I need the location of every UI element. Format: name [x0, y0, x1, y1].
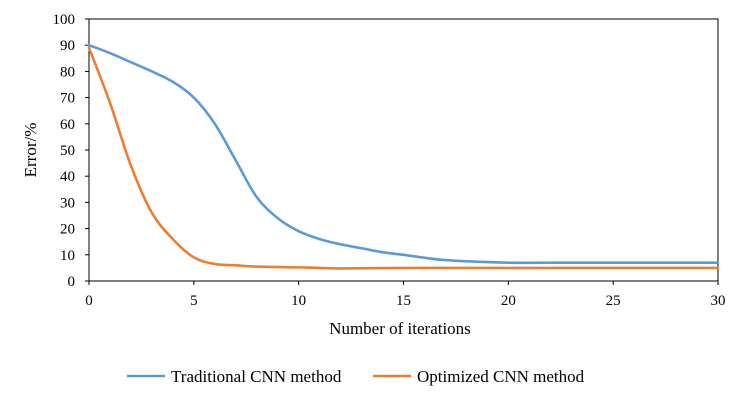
legend: Traditional CNN method Optimized CNN meth…	[127, 367, 585, 386]
y-tick-label: 20	[60, 222, 75, 238]
series-line-1	[87, 43, 720, 265]
x-tick-label: 5	[190, 293, 198, 309]
x-tick-label: 25	[606, 293, 621, 309]
y-tick-label: 100	[53, 12, 76, 28]
y-tick-label: 40	[60, 169, 75, 185]
x-tick-label: 30	[711, 293, 726, 309]
y-tick-label: 70	[60, 91, 75, 107]
series-line-2	[87, 46, 720, 270]
x-tick-label: 20	[501, 293, 516, 309]
x-tick-label: 10	[291, 293, 306, 309]
legend-label-2: Optimized CNN method	[417, 367, 585, 386]
x-axis-ticks: 0 5 10 15 20 25 30	[85, 281, 726, 309]
x-tick-label: 15	[396, 293, 411, 309]
x-tick-label: 0	[85, 293, 93, 309]
y-tick-label: 50	[60, 143, 75, 159]
y-axis-ticks: 0 10 20 30 40 50 60 70 80 90 100	[53, 12, 89, 290]
y-tick-label: 30	[60, 195, 75, 211]
legend-label-1: Traditional CNN method	[171, 367, 342, 386]
x-axis-title: Number of iterations	[329, 319, 471, 338]
y-tick-label: 10	[60, 248, 75, 264]
y-tick-label: 60	[60, 117, 75, 133]
series-lines	[87, 43, 720, 270]
y-tick-label: 0	[68, 274, 76, 290]
plot-area	[88, 18, 719, 282]
y-axis-title: Error/%	[21, 123, 40, 178]
y-tick-label: 90	[60, 38, 75, 54]
y-tick-label: 80	[60, 64, 75, 80]
